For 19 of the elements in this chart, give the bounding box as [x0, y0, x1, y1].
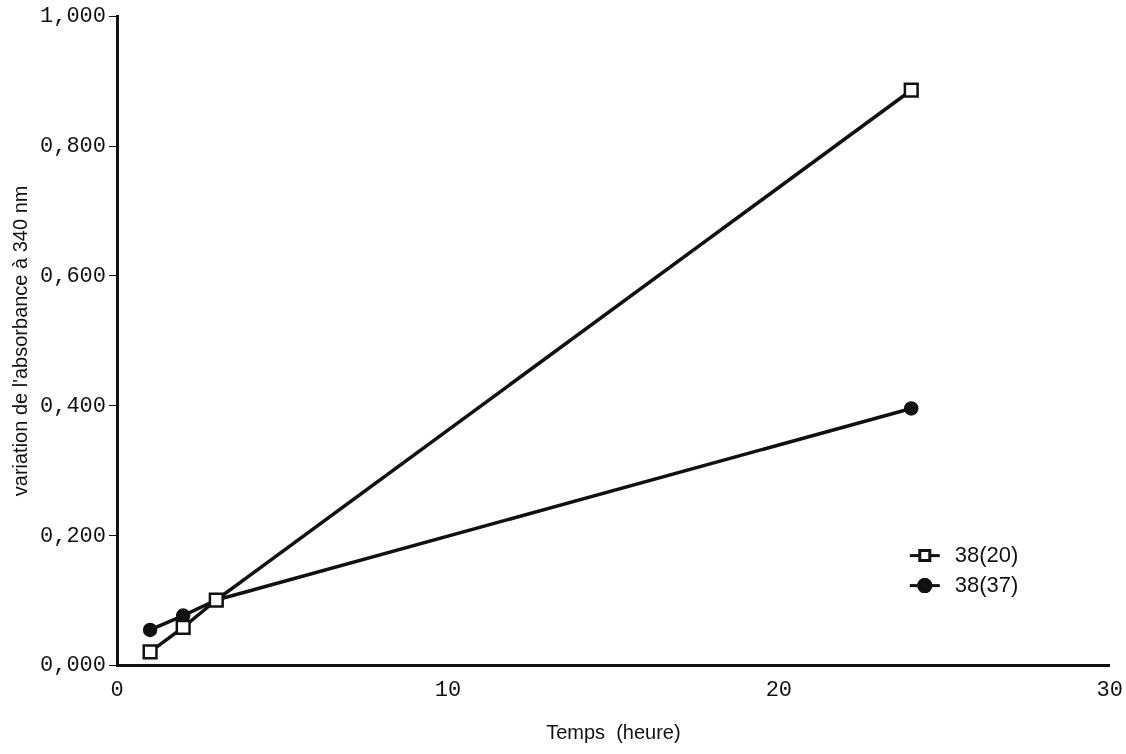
point — [142, 644, 158, 660]
x-tick-label: 20 — [765, 677, 793, 703]
x-tick-label: 10 — [434, 677, 462, 703]
point — [175, 619, 191, 635]
legend-label: 38(20) — [954, 541, 1019, 567]
y-tick-label: 0,600 — [40, 263, 107, 289]
x-tick-label: 0 — [110, 677, 124, 703]
y-tick-label: 0,000 — [40, 653, 107, 679]
x-tick-label: 30 — [1096, 677, 1123, 703]
y-axis-title: variation de l'absorbance à 340 nm — [8, 185, 31, 497]
y-tick-label: 0,400 — [40, 393, 107, 419]
y-tick-label: 1,000 — [40, 4, 107, 30]
legend-label: 38(37) — [954, 571, 1019, 597]
point — [903, 82, 919, 98]
point — [903, 401, 919, 416]
point — [142, 622, 158, 638]
y-tick-label: 0,800 — [40, 133, 107, 159]
y-tick-label: 0,200 — [40, 523, 107, 549]
x-axis-title: Temps (heure) — [546, 720, 681, 743]
